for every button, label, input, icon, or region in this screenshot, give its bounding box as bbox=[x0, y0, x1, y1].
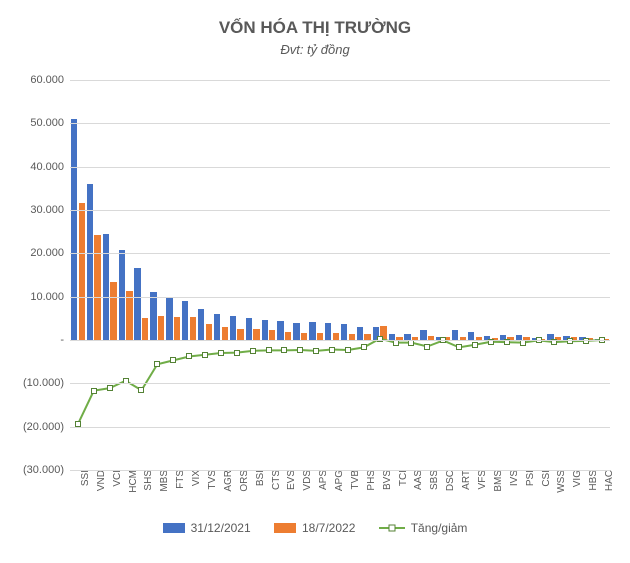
y-axis-label: 50.000 bbox=[30, 117, 70, 129]
x-axis-category-label: IVS bbox=[505, 470, 520, 486]
gridline bbox=[70, 383, 610, 384]
x-axis-category-label: DSC bbox=[441, 470, 456, 491]
x-axis-category-label: VCI bbox=[108, 470, 123, 487]
x-axis-category-label: HAC bbox=[600, 470, 615, 491]
x-axis-category-label: ORS bbox=[235, 470, 250, 492]
y-axis-label: (20.000) bbox=[23, 421, 70, 433]
gridline bbox=[70, 123, 610, 124]
chart-subtitle: Đvt: tỷ đồng bbox=[0, 42, 630, 57]
y-axis-label: - bbox=[60, 334, 70, 346]
x-axis-category-label: PSI bbox=[521, 470, 536, 486]
x-axis-category-label: AGR bbox=[219, 470, 234, 492]
x-axis-category-label: AAS bbox=[409, 470, 424, 490]
market-cap-chart: VỐN HÓA THỊ TRƯỜNG Đvt: tỷ đồng SSIVNDVC… bbox=[0, 0, 630, 563]
chart-title: VỐN HÓA THỊ TRƯỜNG bbox=[0, 18, 630, 38]
x-axis-category-label: FTS bbox=[171, 470, 186, 489]
legend-swatch-line bbox=[379, 523, 405, 533]
x-axis-category-label: HBS bbox=[584, 470, 599, 491]
x-axis-category-label: CSI bbox=[537, 470, 552, 487]
x-axis-category-label: VIG bbox=[568, 470, 583, 487]
x-axis-category-label: APS bbox=[314, 470, 329, 490]
legend-label-b: 18/7/2022 bbox=[302, 521, 355, 535]
x-axis-category-label: EVS bbox=[282, 470, 297, 490]
x-axis-category-label: BVS bbox=[378, 470, 393, 490]
x-axis-category-label: ART bbox=[457, 470, 472, 490]
x-axis-category-label: TVS bbox=[203, 470, 218, 489]
gridline bbox=[70, 80, 610, 81]
y-axis-label: 60.000 bbox=[30, 74, 70, 86]
x-axis-category-label: SHS bbox=[139, 470, 154, 491]
legend-swatch-b bbox=[274, 523, 296, 533]
gridline bbox=[70, 210, 610, 211]
gridline bbox=[70, 167, 610, 168]
gridline bbox=[70, 297, 610, 298]
legend-item-series-b: 18/7/2022 bbox=[274, 521, 355, 535]
y-axis-label: 30.000 bbox=[30, 204, 70, 216]
legend: 31/12/2021 18/7/2022 Tăng/giảm bbox=[0, 520, 630, 535]
x-axis-category-label: CTS bbox=[267, 470, 282, 490]
x-axis-labels: SSIVNDVCIHCMSHSMBSFTSVIXTVSAGRORSBSICTSE… bbox=[70, 80, 610, 470]
x-axis-category-label: SBS bbox=[425, 470, 440, 490]
legend-item-series-a: 31/12/2021 bbox=[163, 521, 251, 535]
y-axis-label: 40.000 bbox=[30, 161, 70, 173]
x-axis-category-label: APG bbox=[330, 470, 345, 491]
x-axis-category-label: BSI bbox=[251, 470, 266, 486]
gridline bbox=[70, 340, 610, 341]
y-axis-label: 20.000 bbox=[30, 247, 70, 259]
legend-label-line: Tăng/giảm bbox=[411, 521, 468, 535]
gridline bbox=[70, 470, 610, 471]
gridline bbox=[70, 253, 610, 254]
legend-item-line: Tăng/giảm bbox=[379, 521, 468, 535]
x-axis-category-label: HCM bbox=[124, 470, 139, 493]
legend-swatch-a bbox=[163, 523, 185, 533]
x-axis-category-label: BMS bbox=[489, 470, 504, 492]
y-axis-label: (30.000) bbox=[23, 464, 70, 476]
x-axis-category-label: VDS bbox=[298, 470, 313, 491]
x-axis-category-label: PHS bbox=[362, 470, 377, 491]
x-axis-category-label: MBS bbox=[155, 470, 170, 492]
x-axis-category-label: WSS bbox=[552, 470, 567, 493]
x-axis-category-label: VND bbox=[92, 470, 107, 491]
plot-area: SSIVNDVCIHCMSHSMBSFTSVIXTVSAGRORSBSICTSE… bbox=[70, 80, 610, 470]
x-axis-category-label: VFS bbox=[473, 470, 488, 489]
x-axis-category-label: TCI bbox=[394, 470, 409, 486]
legend-label-a: 31/12/2021 bbox=[191, 521, 251, 535]
x-axis-category-label: SSI bbox=[76, 470, 91, 486]
y-axis-label: 10.000 bbox=[30, 291, 70, 303]
x-axis-category-label: TVB bbox=[346, 470, 361, 489]
x-axis-category-label: VIX bbox=[187, 470, 202, 486]
gridline bbox=[70, 427, 610, 428]
y-axis-label: (10.000) bbox=[23, 377, 70, 389]
